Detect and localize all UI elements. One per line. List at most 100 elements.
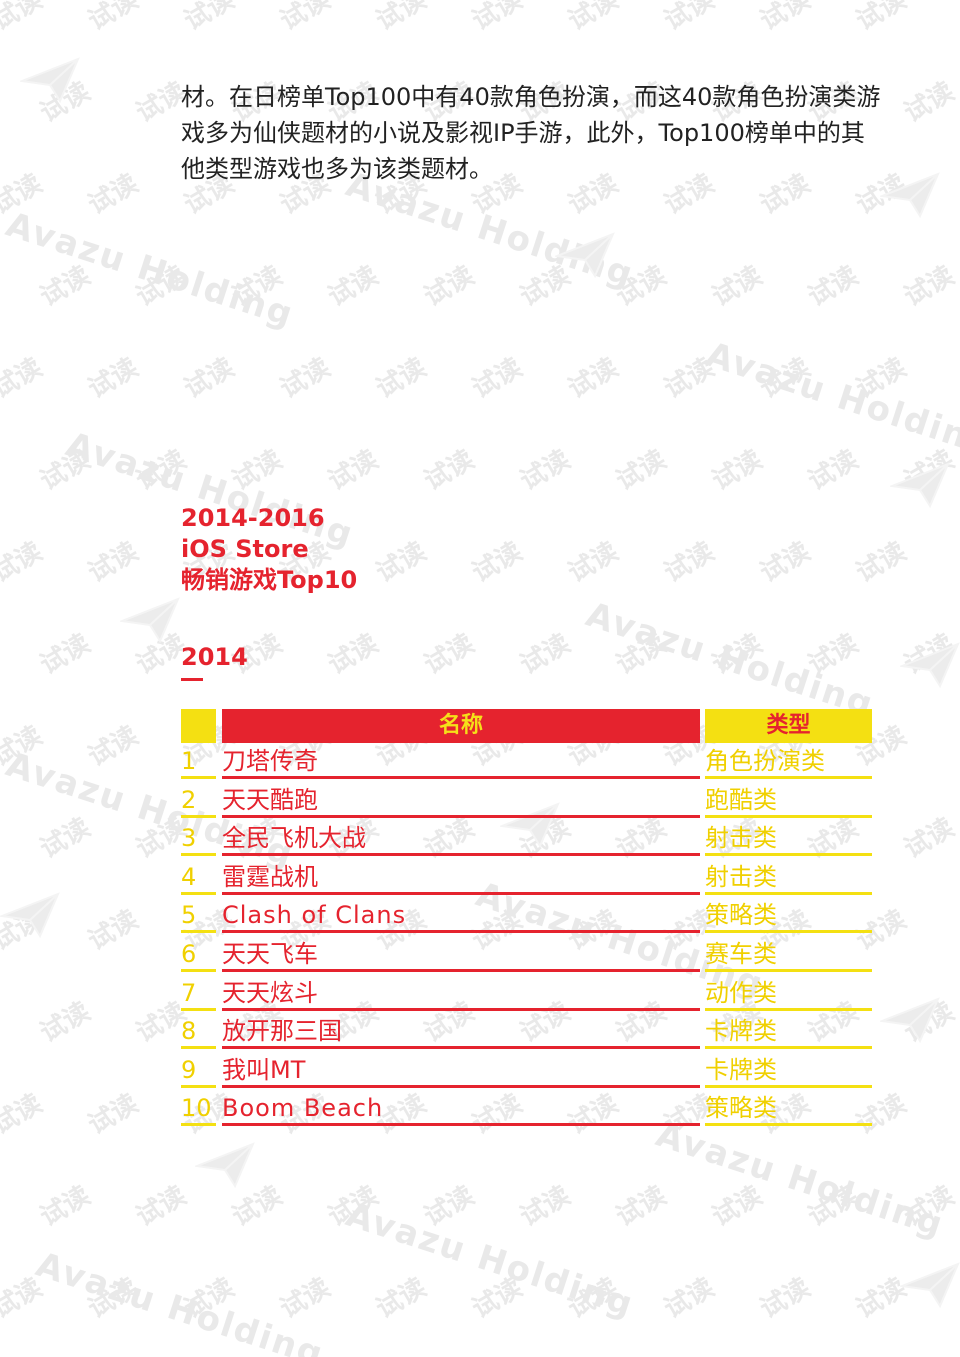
watermark-text: 试读 — [467, 0, 528, 37]
watermark-text: 试读 — [803, 1180, 864, 1233]
watermark-text: 试读 — [0, 1272, 48, 1325]
watermark-text: 试读 — [899, 628, 960, 681]
rank-cell: 1 — [181, 743, 216, 779]
watermark-plane-icon — [880, 997, 940, 1044]
game-type-cell: 策略类 — [705, 897, 872, 934]
watermark-text: 试读 — [659, 1272, 720, 1325]
watermark-text: 试读 — [851, 0, 912, 37]
watermark-text: 试读 — [323, 444, 384, 497]
game-type-cell: 射击类 — [705, 820, 872, 857]
game-name-cell: 我叫MT — [222, 1052, 700, 1088]
watermark-text: 试读 — [83, 352, 144, 405]
watermark-text: 试读 — [419, 444, 480, 497]
table-body: 1 刀塔传奇 角色扮演类 2 天天酷跑 跑酷类 3 全民飞机大战 射击类 4 雷霆战机 射击类 5 Cla… — [181, 743, 873, 1129]
watermark-text: 试读 — [371, 0, 432, 37]
watermark-text: 试读 — [323, 260, 384, 313]
watermark-text: 试读 — [83, 720, 144, 773]
watermark-text: 试读 — [35, 996, 96, 1049]
game-name-cell: 全民飞机大战 — [222, 820, 700, 857]
watermark-text: 试读 — [755, 0, 816, 37]
watermark-plane-icon — [120, 597, 180, 644]
watermark-plane-icon — [555, 232, 615, 279]
watermark-text: 试读 — [899, 812, 960, 865]
game-name-cell: 放开那三国 — [222, 1013, 700, 1050]
watermark-text: 试读 — [515, 1180, 576, 1233]
watermark-brand: Avazu Holding — [701, 334, 960, 466]
header-name: 名称 — [222, 709, 700, 743]
section-title-years: 2014-2016 — [181, 504, 325, 532]
watermark-text: 试读 — [419, 1180, 480, 1233]
section-title: 2014-2016 iOS Store 畅销游戏Top10 — [181, 503, 357, 596]
watermark-text: 试读 — [563, 352, 624, 405]
table-row: 10 Boom Beach 策略类 — [181, 1090, 873, 1129]
watermark-text: 试读 — [0, 904, 48, 957]
game-name-cell: 天天炫斗 — [222, 975, 700, 1011]
table-row: 8 放开那三国 卡牌类 — [181, 1013, 873, 1052]
rank-cell: 5 — [181, 897, 216, 934]
watermark-text: 试读 — [83, 1088, 144, 1141]
watermark-brand: Avazu Holding — [651, 1114, 949, 1246]
rank-cell: 4 — [181, 859, 216, 895]
intro-line: 戏多为仙侠题材的小说及影视IP手游，此外，Top100榜单中的其 — [181, 119, 865, 147]
watermark-text: 试读 — [227, 1180, 288, 1233]
watermark-plane-icon — [0, 892, 60, 939]
watermark-text: 试读 — [323, 628, 384, 681]
game-type-cell: 跑酷类 — [705, 782, 872, 818]
watermark-text: 试读 — [35, 260, 96, 313]
watermark-text: 试读 — [515, 260, 576, 313]
watermark-text: 试读 — [755, 1272, 816, 1325]
watermark-plane-icon — [900, 642, 960, 689]
watermark-text: 试读 — [0, 168, 48, 221]
game-name-cell: Clash of Clans — [222, 897, 700, 934]
watermark-text: 试读 — [467, 352, 528, 405]
watermark-text: 试读 — [707, 628, 768, 681]
watermark-text: 试读 — [0, 720, 48, 773]
watermark-text: 试读 — [467, 1272, 528, 1325]
watermark-text: 试读 — [659, 352, 720, 405]
rank-cell: 2 — [181, 782, 216, 818]
section-title-store: iOS Store — [181, 535, 309, 563]
top10-table: 名称 类型 1 刀塔传奇 角色扮演类 2 天天酷跑 跑酷类 3 全民飞机大战 射击类 4 雷霆战机射… — [181, 709, 873, 1129]
game-name-cell: 天天飞车 — [222, 936, 700, 972]
watermark-plane-icon — [890, 462, 950, 509]
intro-line: 他类型游戏也多为该类题材。 — [181, 155, 493, 183]
watermark-text: 试读 — [179, 1272, 240, 1325]
watermark-text: 试读 — [851, 352, 912, 405]
watermark-text: 试读 — [563, 1272, 624, 1325]
watermark-brand: Avazu Holding — [1, 204, 299, 336]
watermark-text: 试读 — [659, 0, 720, 37]
watermark-text: 试读 — [659, 536, 720, 589]
watermark-text: 试读 — [131, 1180, 192, 1233]
watermark-text: 试读 — [611, 260, 672, 313]
watermark-text: 试读 — [899, 260, 960, 313]
watermark-text: 试读 — [515, 444, 576, 497]
rank-cell: 3 — [181, 820, 216, 857]
game-type-cell: 卡牌类 — [705, 1013, 872, 1050]
watermark-text: 试读 — [419, 628, 480, 681]
watermark-text: 试读 — [0, 0, 48, 37]
table-row: 7 天天炫斗 动作类 — [181, 975, 873, 1014]
table-row: 9 我叫MT 卡牌类 — [181, 1052, 873, 1091]
watermark-text: 试读 — [275, 0, 336, 37]
watermark-text: 试读 — [83, 168, 144, 221]
watermark-text: 试读 — [515, 628, 576, 681]
watermark-text: 试读 — [707, 260, 768, 313]
game-type-cell: 赛车类 — [705, 936, 872, 972]
watermark-text: 试读 — [35, 812, 96, 865]
watermark-text: 试读 — [899, 996, 960, 1049]
table-row: 4 雷霆战机 射击类 — [181, 859, 873, 898]
intro-paragraph: 材。在日榜单Top100中有40款角色扮演，而这40款角色扮演类游 戏多为仙侠题… — [181, 79, 921, 187]
watermark-text: 试读 — [35, 76, 96, 129]
watermark-text: 试读 — [179, 352, 240, 405]
watermark-brand: Avazu Holding — [31, 1244, 329, 1357]
watermark-text: 试读 — [0, 1088, 48, 1141]
table-header: 名称 类型 — [181, 709, 873, 743]
watermark-text: 试读 — [227, 260, 288, 313]
watermark-text: 试读 — [755, 352, 816, 405]
watermark-text: 试读 — [83, 536, 144, 589]
watermark-text: 试读 — [851, 536, 912, 589]
rank-cell: 8 — [181, 1013, 216, 1050]
watermark-text: 试读 — [83, 1272, 144, 1325]
table-row: 3 全民飞机大战 射击类 — [181, 820, 873, 859]
